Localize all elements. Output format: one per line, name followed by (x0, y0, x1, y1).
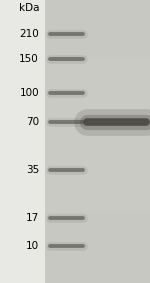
Text: kDa: kDa (18, 3, 39, 14)
Text: 70: 70 (26, 117, 39, 127)
Text: 210: 210 (19, 29, 39, 39)
Text: 17: 17 (26, 213, 39, 223)
Text: 35: 35 (26, 165, 39, 175)
Text: 10: 10 (26, 241, 39, 251)
Bar (45, 57, 150, 212)
Bar (45, 0, 150, 283)
Text: 100: 100 (19, 88, 39, 98)
Text: 150: 150 (19, 54, 39, 65)
